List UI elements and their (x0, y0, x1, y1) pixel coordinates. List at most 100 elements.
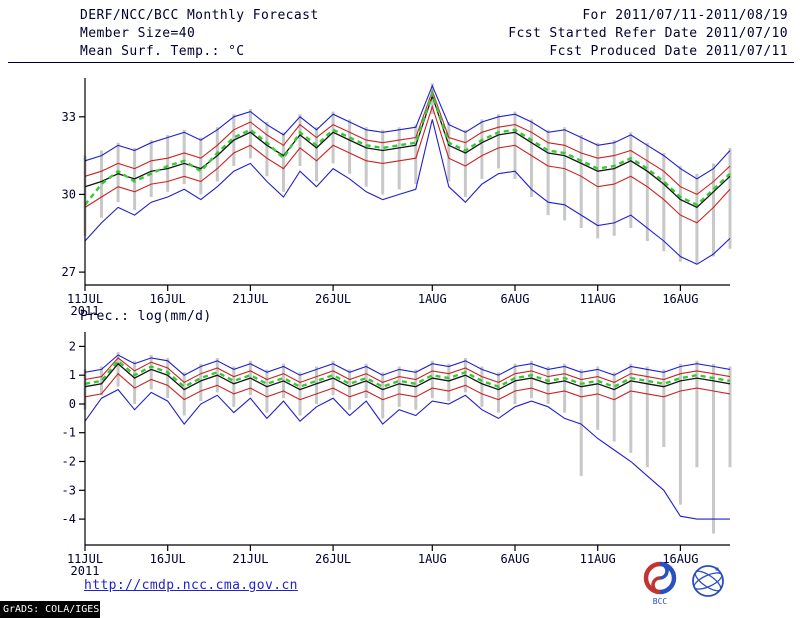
upper-quartile-line (84, 357, 731, 384)
spread-bar (331, 360, 335, 396)
spread-bar (678, 166, 682, 262)
spread-bar (364, 363, 368, 399)
spread-bar (579, 134, 583, 228)
spread-bar (546, 129, 550, 216)
spread-bar (116, 142, 120, 203)
spread-bar (149, 355, 153, 390)
fcst-started-label: Fcst Started Refer Date 2011/07/10 (508, 26, 788, 41)
spread-bar (166, 357, 170, 399)
spread-bar (232, 366, 236, 407)
temperature-panel: 33 30 27 11JUL 16JUL 21JUL 26JUL 1AUG 6AUG 11AUG 1… (62, 78, 732, 318)
spread-bar (563, 363, 567, 413)
ensemble-max-line (84, 84, 731, 180)
x-tick-label: 26JUL (315, 552, 351, 566)
spread-bar (430, 360, 434, 399)
spread-bar (728, 147, 732, 249)
spread-bar (662, 153, 666, 252)
spread-bar (513, 111, 517, 179)
y-tick-label: -2 (62, 455, 76, 469)
ensemble-min-line (84, 388, 730, 520)
spread-bar (133, 147, 137, 210)
site-link[interactable]: http://cmdp.ncc.cma.gov.cn (84, 578, 298, 593)
spread-bar (199, 363, 203, 402)
spread-bar (100, 366, 103, 396)
spread-bar (83, 155, 87, 236)
spread-bar (497, 372, 500, 413)
spread-bar (348, 119, 352, 174)
spread-bar (579, 369, 583, 476)
ensemble-median-line (84, 359, 731, 389)
spread-bar (530, 119, 533, 197)
temp-panel-title: Mean Surf. Temp.: °C (80, 44, 245, 59)
spread-bar (397, 366, 401, 407)
spread-bar (166, 134, 170, 192)
upper-quartile-line (84, 89, 731, 196)
spread-bar (298, 114, 302, 166)
x-tick-label: 21JUL (232, 552, 268, 566)
spread-bar (563, 127, 567, 221)
spread-bar (331, 111, 335, 164)
spread-bar (381, 372, 385, 419)
x-tick-label: 16JUL (150, 552, 186, 566)
spread-bar (645, 366, 649, 468)
spread-bar (530, 360, 533, 399)
ncc-orbit-1 (693, 572, 723, 590)
ncc-logo (692, 565, 724, 597)
ensemble-mean-line (84, 362, 731, 391)
x-tick-label: 6AUG (501, 292, 530, 306)
spread-bar (315, 127, 318, 182)
spread-bar (248, 109, 252, 159)
spread-bar (133, 360, 137, 404)
spread-bar (463, 357, 467, 393)
x-tick-label: 16AUG (662, 292, 698, 306)
member-size-label: Member Size=40 (80, 26, 196, 41)
grads-credit: GrADS: COLA/IGES (0, 601, 100, 618)
y-tick-label: 30 (62, 187, 76, 201)
spread-bar (116, 352, 120, 387)
x-year-label: 2011 (71, 564, 100, 578)
spread-bar (232, 114, 236, 166)
bcc-swirl-red-inner (651, 576, 661, 594)
spread-bar (629, 132, 633, 228)
x-tick-label: 21JUL (232, 292, 268, 306)
forecast-range-label: For 2011/07/11-2011/08/19 (582, 8, 788, 23)
spread-bar (480, 366, 484, 407)
spread-bar (629, 363, 633, 453)
lower-quartile-line (84, 372, 731, 401)
spread-bar (645, 142, 649, 241)
spread-bar (695, 360, 699, 468)
spread-bar (265, 369, 269, 413)
spread-bar (463, 129, 467, 198)
y-tick-label: 33 (62, 110, 76, 124)
spread-bar (712, 363, 715, 534)
ensemble-median-line (84, 89, 731, 207)
spread-bar (282, 363, 285, 399)
spread-bar (265, 122, 269, 177)
x-tick-label: 16JUL (150, 292, 186, 306)
spread-bar (182, 129, 186, 185)
ensemble-min-line (84, 119, 731, 265)
y-tick-label: 0 (69, 397, 76, 411)
header-divider (8, 62, 794, 63)
spread-bar (381, 129, 385, 195)
ensemble-mean-line (84, 94, 731, 209)
ncc-globe-circle (692, 565, 724, 597)
spread-bar (480, 119, 484, 179)
x-tick-label: 11JUL (67, 552, 103, 566)
spread-bar (695, 173, 699, 265)
spread-bar (612, 372, 616, 442)
bcc-logo-label: BCC (653, 597, 668, 606)
spread-bar (298, 372, 302, 416)
spread-bar (678, 363, 682, 505)
x-tick-label: 11JUL (67, 292, 103, 306)
precipitation-panel: 2 1 0 -1 -2 -3 -4 11JUL 16JUL 21JUL 26JUL 1AUG 6AUG 1… (62, 332, 732, 578)
spread-bar (182, 372, 186, 416)
spread-bar (513, 363, 517, 404)
spread-bar (447, 363, 451, 402)
spread-bar (199, 137, 203, 195)
header-right: For 2011/07/11-2011/08/19 Fcst Started R… (508, 7, 788, 61)
x-tick-label: 6AUG (501, 552, 530, 566)
x-tick-label: 1AUG (418, 292, 447, 306)
spread-bar (728, 366, 732, 468)
